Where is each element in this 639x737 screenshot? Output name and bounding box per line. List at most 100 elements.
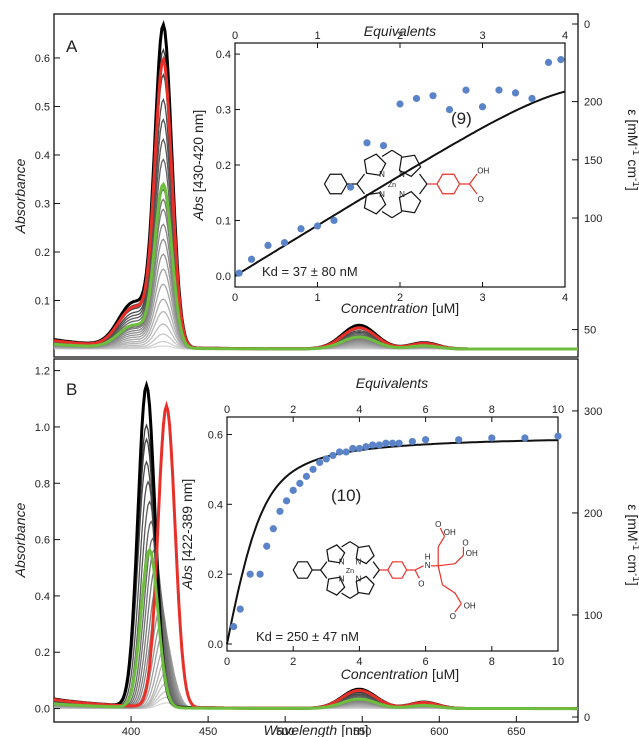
data-point [280, 239, 289, 247]
inset-y-tick-label: 0.0 [216, 271, 231, 283]
bond [320, 569, 328, 579]
data-point [396, 100, 404, 108]
panel-a-right-y-label: ε [mM-1 cm-1] [625, 109, 639, 191]
data-point [335, 448, 344, 456]
data-point [557, 56, 565, 64]
bond [439, 527, 446, 537]
panel-a-inset-y-label: Abs[430-420 nm] [190, 110, 206, 222]
inset-top-tick-label: 0 [224, 404, 230, 416]
bond [320, 561, 328, 571]
data-point [369, 441, 377, 449]
data-point [256, 570, 264, 578]
inset-top-tick-label: 4 [356, 404, 362, 416]
right-y-tick-label: 150 [584, 155, 602, 167]
data-point [302, 472, 311, 480]
data-point [544, 58, 553, 67]
ring [323, 173, 348, 195]
data-point [276, 507, 284, 515]
data-point [488, 434, 496, 442]
right-y-tick-label: 200 [584, 508, 602, 520]
inset-x-tick-label: 0 [224, 656, 230, 668]
data-point [363, 139, 371, 147]
inset-x-tick-label: 6 [423, 656, 429, 668]
atom-label: O [435, 520, 441, 529]
inset-top-tick-label: 2 [397, 30, 403, 42]
ring [292, 561, 313, 579]
y-tick-label: 0.8 [35, 478, 50, 490]
inset-x-tick-label: 0 [232, 292, 238, 304]
panel-b-inset-y-label: Abs[422-389 nm] [179, 479, 195, 591]
inset-x-tick-label: 10 [552, 656, 564, 668]
bond [469, 173, 478, 185]
data-point [309, 465, 317, 473]
panel-a-inset-x-label: Concentration [uM] [341, 300, 459, 316]
panel-a-kd-label: Kd = 37 ± 80 nM [262, 264, 358, 279]
data-point [455, 436, 463, 444]
inset-top-tick-label: 1 [314, 30, 320, 42]
atom-label: N [339, 574, 345, 583]
panel-a-inset-top-label: Equivalents [364, 23, 436, 39]
data-point [349, 444, 357, 453]
inset-x-tick-label: 4 [562, 292, 568, 304]
inset-x-tick-label: 8 [489, 656, 495, 668]
data-point [388, 439, 397, 447]
inset-y-tick-label: 0.3 [216, 105, 231, 117]
spectrum-line [53, 547, 578, 711]
bond [454, 603, 462, 613]
data-point [316, 458, 324, 467]
inset-top-tick-label: 3 [479, 30, 485, 42]
atom-label: O [450, 612, 456, 621]
right-y-tick-label: 0 [584, 712, 590, 724]
panel-b-inset-top-label: Equivalents [356, 375, 428, 391]
right-y-tick-label: 100 [584, 610, 602, 622]
atom-label: O [418, 580, 424, 589]
x-tick-label: 400 [122, 726, 140, 737]
atom-label: N [339, 558, 345, 567]
data-point [554, 432, 562, 440]
x-tick-label: 550 [353, 726, 371, 737]
bond [381, 210, 393, 219]
data-point [264, 241, 272, 250]
atom-label: OH [477, 166, 489, 175]
panel-a-right-ticks: 0 50 100 150 200 [572, 19, 602, 337]
atom-label: OH [444, 528, 456, 537]
atom-label: N [379, 190, 385, 199]
panel-b-data-points [230, 432, 562, 631]
panel-b-frame [53, 358, 579, 723]
bond [454, 554, 464, 565]
bond [341, 541, 351, 548]
atom-label: O [478, 195, 484, 204]
atom-label: Zn [346, 568, 354, 575]
ring [398, 190, 422, 214]
bond [454, 592, 462, 604]
data-point [462, 86, 470, 94]
bond [356, 183, 365, 195]
data-point [313, 222, 322, 230]
bond [341, 592, 351, 599]
inset-x-tick-label: 4 [356, 656, 362, 668]
data-point [322, 455, 330, 463]
panel-b-label: B [66, 380, 77, 399]
panel-b-x-label: Wavelength [nm] [264, 722, 369, 737]
inset-y-tick-label: 0.4 [208, 499, 223, 511]
x-tick-label: 450 [199, 726, 217, 737]
data-point [263, 542, 271, 550]
bond [437, 565, 443, 585]
inset-y-tick-label: 0.4 [216, 49, 231, 61]
panel-a-data-points [235, 56, 565, 277]
inset-x-tick-label: 2 [397, 292, 403, 304]
x-tick-label: 500 [276, 726, 294, 737]
atom-label: N [379, 170, 385, 179]
data-point [495, 86, 503, 94]
panel-a-compound-label: (9) [451, 109, 472, 128]
data-point [282, 497, 291, 505]
y-tick-label: 1.0 [35, 422, 50, 434]
bond [414, 565, 424, 571]
y-tick-label: 0.0 [35, 704, 50, 716]
inset-y-tick-label: 0.2 [216, 160, 231, 172]
